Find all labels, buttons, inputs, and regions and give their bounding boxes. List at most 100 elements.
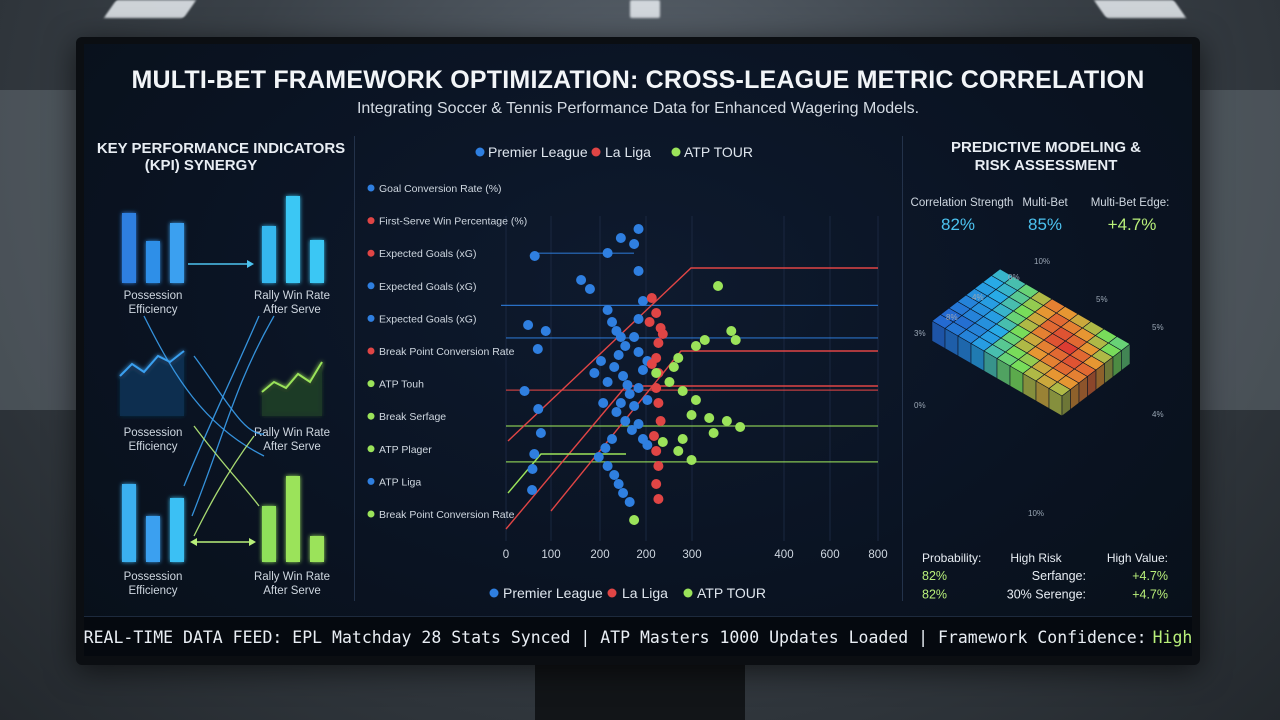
surface-axis-label: 5%	[1096, 295, 1108, 304]
data-point	[609, 362, 620, 372]
data-point	[651, 383, 662, 393]
page-title: MULTI-BET FRAMEWORK OPTIMIZATION: CROSS-…	[131, 66, 1145, 94]
data-point	[613, 479, 624, 489]
data-point	[642, 395, 653, 405]
trend-line	[507, 267, 878, 442]
data-point	[690, 395, 701, 405]
surface-axis-label: 0%	[1008, 273, 1020, 282]
bar	[170, 498, 184, 562]
bar	[122, 484, 136, 562]
row-marker	[367, 445, 375, 453]
surface-axis-label: 8%	[946, 313, 958, 322]
row-marker	[367, 217, 375, 225]
bar	[310, 536, 324, 562]
risk-value: +4.7%	[1132, 588, 1168, 602]
predictive-title-sub: RISK ASSESSMENT	[975, 157, 1118, 174]
x-tick-label: 600	[820, 549, 839, 561]
window-left	[0, 90, 76, 410]
data-point	[655, 416, 666, 426]
data-point	[584, 284, 595, 294]
kpi-left-label: Possession	[124, 290, 183, 302]
data-point	[529, 449, 540, 459]
kpi-left-label: Efficiency	[128, 304, 177, 316]
page-subtitle: Integrating Soccer & Tennis Performance …	[356, 100, 920, 117]
data-point	[677, 434, 688, 444]
kpi-right-label: Rally Win Rate	[254, 571, 330, 583]
data-point	[651, 446, 662, 456]
legend-marker-premier-league	[489, 588, 499, 598]
window-right	[1200, 90, 1280, 410]
connector-line	[143, 315, 265, 457]
data-point	[595, 356, 606, 366]
row-marker	[367, 282, 375, 290]
connector-line	[193, 355, 265, 435]
data-point	[633, 383, 644, 393]
data-point	[673, 446, 684, 456]
data-point	[721, 416, 732, 426]
legend-marker-premier-league	[475, 147, 485, 157]
kpi-right-label: After Serve	[263, 441, 321, 453]
data-point	[699, 335, 710, 345]
data-point	[633, 266, 644, 276]
legend-marker-atp-tour	[683, 588, 693, 598]
data-point	[529, 251, 540, 261]
surface-axis-label: 3%	[914, 329, 926, 338]
x-tick-label: 0	[503, 549, 509, 561]
data-point	[637, 365, 648, 375]
data-point	[629, 401, 640, 411]
surface-axis-label: 10%	[1028, 509, 1044, 518]
data-point	[653, 398, 664, 408]
kpi-left-label: Possession	[124, 427, 183, 439]
kpi-row-3	[122, 476, 324, 562]
data-point	[653, 494, 664, 504]
data-point	[622, 380, 633, 390]
kpi-right-label: After Serve	[263, 304, 321, 316]
data-point	[642, 440, 653, 450]
legend-label-atp-tour: ATP TOUR	[697, 585, 766, 601]
data-point	[535, 428, 546, 438]
data-point	[598, 398, 609, 408]
data-point	[657, 329, 668, 339]
data-point	[646, 293, 657, 303]
data-point	[713, 281, 724, 291]
risk-value: +4.7%	[1132, 569, 1168, 583]
kpi-synergy-panel: KEY PERFORMANCE INDICATORS (KPI) SYNERGY…	[97, 140, 345, 597]
risk-probability: 82%	[922, 588, 947, 602]
data-point	[624, 389, 635, 399]
correlation-scatter-chart: Goal Conversion Rate (%) First-Serve Win …	[367, 144, 888, 601]
line-chart	[119, 350, 185, 377]
x-tick-label: 200	[636, 549, 655, 561]
data-point	[657, 437, 668, 447]
data-point	[651, 308, 662, 318]
x-tick-label: 400	[774, 549, 793, 561]
row-label: Expected Goals (xG)	[379, 281, 476, 293]
data-point	[618, 488, 629, 498]
bar	[262, 506, 276, 562]
ceiling-light	[630, 0, 660, 18]
data-point	[651, 479, 662, 489]
kpi-left-label: Efficiency	[128, 441, 177, 453]
data-point	[633, 347, 644, 357]
row-marker	[367, 510, 375, 518]
row-label: ATP Plager	[379, 444, 432, 456]
data-point	[602, 461, 613, 471]
data-point	[730, 335, 741, 345]
row-marker	[367, 380, 375, 388]
legend-top: Premier League La Liga ATP TOUR	[475, 144, 753, 160]
risk-level: Serfange:	[1032, 569, 1086, 583]
risk-heat-surface	[931, 268, 1131, 417]
row-label: ATP Touh	[379, 379, 424, 391]
row-marker	[367, 249, 375, 257]
legend-label-la-liga: La Liga	[605, 144, 651, 160]
risk-table-header: Probability:	[922, 551, 981, 565]
data-point	[613, 350, 624, 360]
legend-marker-la-liga	[591, 147, 601, 157]
data-point	[735, 422, 746, 432]
data-point	[620, 341, 631, 351]
bar	[170, 223, 184, 283]
data-point	[600, 443, 611, 453]
data-point	[618, 371, 629, 381]
data-point	[673, 353, 684, 363]
legend-label-premier-league: Premier League	[503, 585, 603, 601]
data-point	[644, 317, 655, 327]
